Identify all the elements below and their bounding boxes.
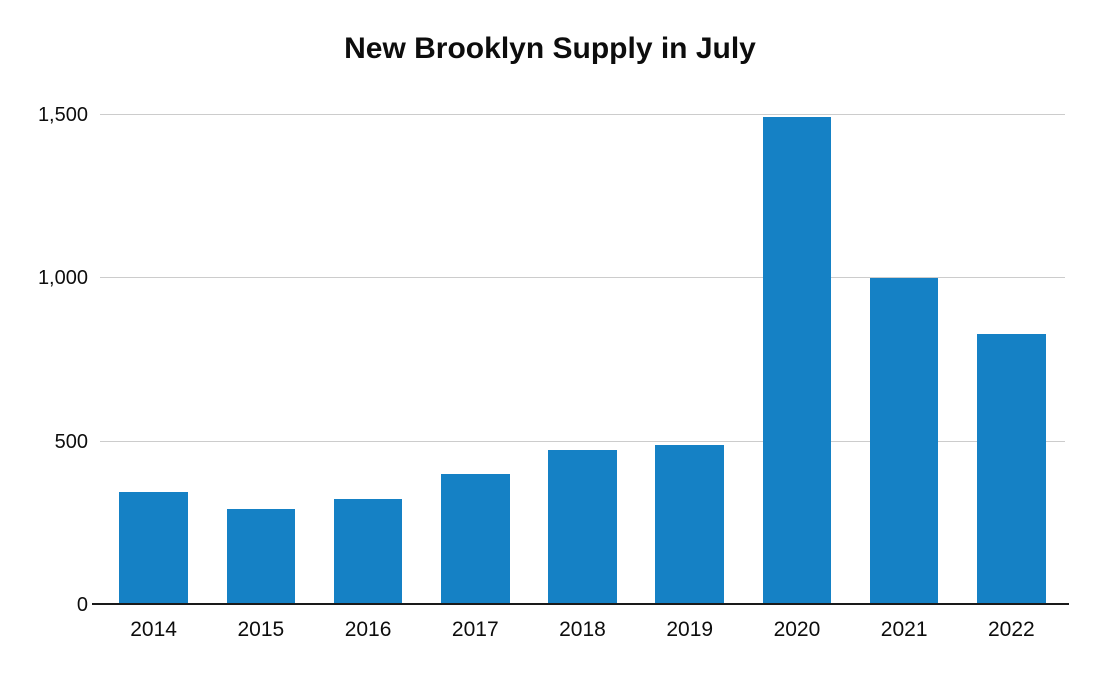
bar: [655, 444, 724, 605]
x-axis: 2014 2015 2016 2017 2018 2019 2020 2021 2022: [100, 618, 1065, 642]
x-tick-label: 2021: [880, 618, 928, 641]
bar: [762, 116, 832, 605]
x-tick-label: 2017: [451, 618, 499, 641]
plot-area: [92, 114, 1069, 605]
bar-slot: [851, 115, 958, 605]
y-axis: 0 500 1,000 1,500: [0, 105, 88, 615]
bar: [440, 474, 510, 605]
bar-slot: [314, 115, 421, 605]
y-tick-label: 500: [54, 430, 88, 453]
x-tick-label: 2018: [559, 618, 606, 641]
x-tick-label: 2015: [237, 618, 285, 641]
bar-slot: [958, 115, 1065, 605]
bar: [548, 449, 617, 605]
y-tick-label: 1,500: [37, 104, 88, 126]
bar: [869, 278, 939, 605]
bar-slot: [636, 115, 743, 605]
x-tick-label: 2014: [130, 618, 177, 641]
y-tick-label: 1,000: [37, 267, 88, 290]
chart-title: New Brooklyn Supply in July: [344, 32, 756, 65]
bar: [333, 498, 403, 605]
x-tick-label: 2019: [666, 618, 714, 641]
gridline: [100, 114, 1065, 115]
bar-slot: [529, 115, 636, 605]
x-axis-line: [92, 603, 1069, 605]
bar-slot: [207, 115, 314, 605]
x-tick-label: 2016: [344, 618, 392, 641]
bar-slot: [422, 115, 529, 605]
bar-slot: [100, 115, 207, 605]
gridline: [100, 440, 1065, 442]
bar-series: [100, 115, 1065, 605]
x-tick-label: 2020: [773, 618, 821, 641]
bar: [977, 333, 1046, 605]
bar: [226, 508, 296, 605]
y-tick-label: 0: [76, 594, 88, 616]
gridline: [100, 277, 1065, 279]
bar: [119, 492, 188, 605]
x-tick-label: 2022: [988, 618, 1035, 641]
bar-slot: [743, 115, 850, 605]
